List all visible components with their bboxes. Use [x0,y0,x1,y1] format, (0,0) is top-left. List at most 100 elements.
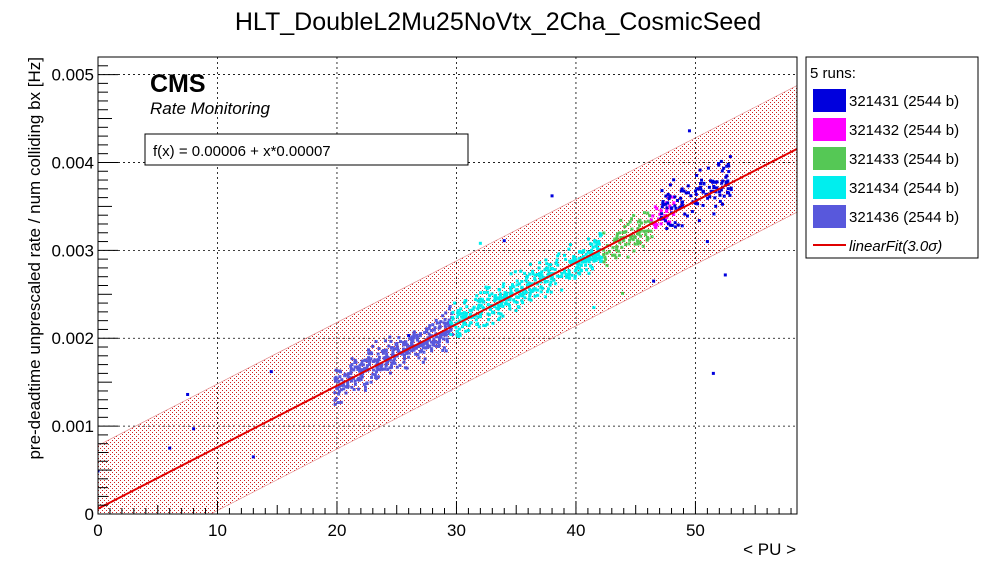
data-point [603,255,607,259]
data-point [437,336,441,340]
data-point [408,337,412,341]
data-point [445,337,449,341]
data-point [425,330,429,334]
data-point [475,322,479,326]
data-point [567,276,571,280]
data-point [694,202,698,206]
data-point [480,297,484,301]
data-point [455,329,459,333]
data-point [477,305,481,309]
data-point [459,307,463,311]
data-point [458,319,462,323]
data-point [412,333,416,337]
y-axis-label: pre-deadtime unprescaled rate / num coll… [25,57,44,460]
data-point [587,260,591,264]
data-point [592,256,596,260]
y-tick-label: 0.003 [51,241,94,260]
data-point [718,199,722,203]
fit-confidence-band [98,85,797,514]
data-point [696,202,700,206]
data-point [449,327,453,331]
data-point [344,391,348,395]
data-point [389,339,393,343]
data-point [673,195,677,199]
data-point [595,246,599,250]
data-point [527,281,531,285]
data-point [543,268,547,272]
data-point [432,343,436,347]
data-point [725,181,729,185]
data-point [629,217,633,221]
legend-swatch [813,205,846,228]
data-point [434,318,438,322]
data-point [363,358,367,362]
data-point [556,254,560,258]
data-point [699,181,703,185]
data-point [455,333,459,337]
data-point [660,189,664,193]
data-point [570,273,574,277]
data-point [566,273,570,277]
data-point [536,288,540,292]
data-point [417,340,421,344]
data-point [509,291,513,295]
data-point [527,284,531,288]
data-point [335,386,339,390]
data-point [519,269,523,273]
data-point [614,248,618,252]
cms-watermark-subtitle: Rate Monitoring [150,99,271,118]
data-point [591,245,595,249]
data-point [482,306,486,310]
data-point [373,373,377,377]
data-point [531,269,535,273]
data-point [464,311,468,315]
data-point [567,247,571,251]
data-point [512,298,516,302]
data-point [384,362,388,366]
data-point [515,300,519,304]
data-point [472,305,476,309]
data-point [555,258,559,262]
data-point [428,338,432,342]
data-point [493,294,497,298]
data-point [425,328,429,332]
data-point [346,382,350,386]
data-point [509,272,513,276]
data-point [643,220,647,224]
data-point [709,179,713,183]
data-point [528,272,532,276]
y-axis-ticks: 0 0.001 0.002 0.003 0.004 0.005 [51,65,118,524]
data-point [660,212,664,216]
data-point [611,253,615,257]
data-point [339,388,343,392]
data-point [665,209,669,213]
data-point [402,360,406,364]
data-point [588,242,592,246]
data-point [574,258,578,262]
data-point [414,346,418,350]
data-point [346,372,350,376]
data-point [477,303,481,307]
data-point [406,349,410,353]
data-point [686,191,690,195]
data-point [577,271,581,275]
data-point [486,303,490,307]
data-point [425,342,429,346]
data-point [719,159,723,163]
data-point [661,200,665,204]
data-point [474,318,478,322]
data-point [726,162,730,166]
data-point [652,223,656,227]
data-point [362,382,366,386]
data-point [706,166,710,170]
data-point [668,194,672,198]
data-point [373,358,377,362]
data-point [368,352,372,356]
data-point [623,243,627,247]
data-point [497,296,501,300]
data-point [680,201,684,205]
data-point [500,302,504,306]
data-point [352,376,356,380]
data-point [381,351,385,355]
data-point [513,270,517,274]
